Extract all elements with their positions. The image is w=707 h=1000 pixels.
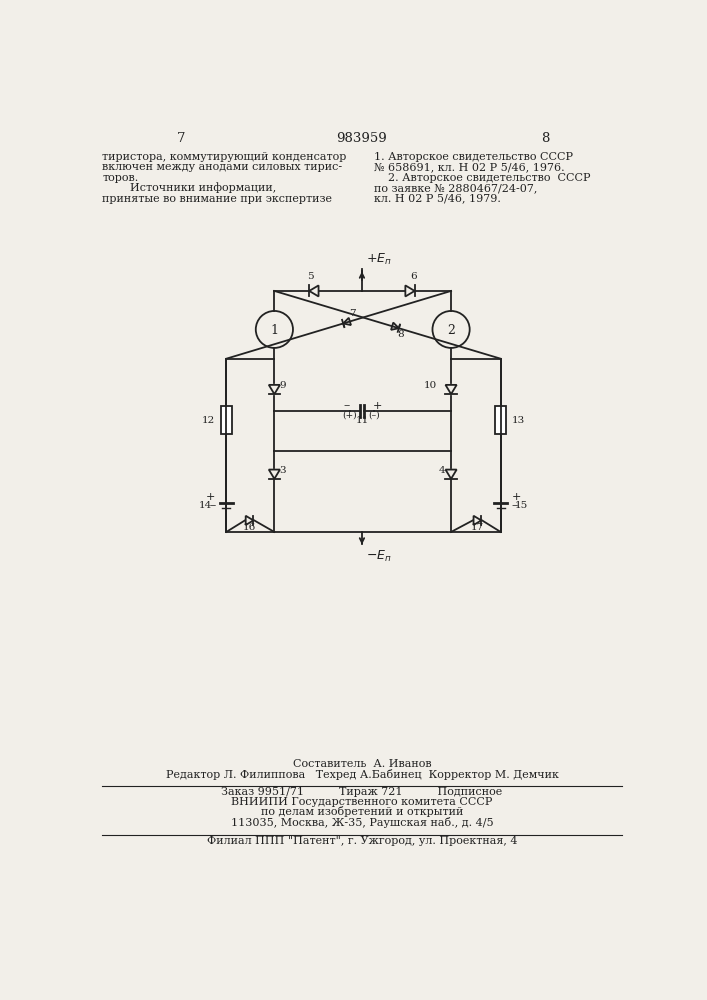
Text: $+E_{\mathit{п}}$: $+E_{\mathit{п}}$ xyxy=(366,252,392,267)
FancyBboxPatch shape xyxy=(495,406,506,434)
Text: 2. Авторское свидетельство  СССР: 2. Авторское свидетельство СССР xyxy=(373,173,590,183)
Text: тиристора, коммутирующий конденсатор: тиристора, коммутирующий конденсатор xyxy=(103,152,346,162)
Text: Источники информации,: Источники информации, xyxy=(103,182,276,193)
Text: 13: 13 xyxy=(512,416,525,425)
Text: +: + xyxy=(373,401,382,411)
Text: 113035, Москва, Ж-35, Раушская наб., д. 4/5: 113035, Москва, Ж-35, Раушская наб., д. … xyxy=(230,817,493,828)
Text: 7: 7 xyxy=(349,309,356,318)
Text: 16: 16 xyxy=(243,523,256,532)
Text: 7: 7 xyxy=(177,132,186,145)
Text: –: – xyxy=(344,399,349,412)
Text: 14: 14 xyxy=(199,500,212,510)
Text: Составитель  А. Иванов: Составитель А. Иванов xyxy=(293,759,431,769)
Text: 5: 5 xyxy=(308,272,314,281)
Text: 11: 11 xyxy=(356,416,368,425)
Text: Филиал ППП "Патент", г. Ужгород, ул. Проектная, 4: Филиал ППП "Патент", г. Ужгород, ул. Про… xyxy=(206,836,518,846)
Text: Редактор Л. Филиппова   Техред А.Бабинец  Корректор М. Демчик: Редактор Л. Филиппова Техред А.Бабинец К… xyxy=(165,769,559,780)
Text: 17: 17 xyxy=(471,523,484,532)
Text: 8: 8 xyxy=(397,330,404,339)
Text: 6: 6 xyxy=(410,272,416,281)
Text: ВНИИПИ Государственного комитета СССР: ВНИИПИ Государственного комитета СССР xyxy=(231,797,493,807)
Text: –: – xyxy=(512,500,518,513)
Text: –: – xyxy=(209,500,216,513)
Text: по делам изобретений и открытий: по делам изобретений и открытий xyxy=(261,806,463,817)
Text: по заявке № 2880467/24-07,: по заявке № 2880467/24-07, xyxy=(373,183,537,193)
Text: 10: 10 xyxy=(424,381,437,390)
Text: 983959: 983959 xyxy=(337,132,387,145)
Text: включен между анодами силовых тирис-: включен между анодами силовых тирис- xyxy=(103,162,342,172)
Text: +: + xyxy=(206,492,216,502)
Text: 12: 12 xyxy=(202,416,216,425)
Text: 2: 2 xyxy=(447,324,455,337)
Text: $-E_{\mathit{п}}$: $-E_{\mathit{п}}$ xyxy=(366,549,392,564)
Text: +: + xyxy=(512,492,521,502)
Text: № 658691, кл. Н 02 Р 5/46, 1976.: № 658691, кл. Н 02 Р 5/46, 1976. xyxy=(373,162,564,172)
Text: торов.: торов. xyxy=(103,173,139,183)
Text: 8: 8 xyxy=(542,132,550,145)
Text: 4: 4 xyxy=(438,466,445,475)
Text: принятые во внимание при экспертизе: принятые во внимание при экспертизе xyxy=(103,194,332,204)
Text: 9: 9 xyxy=(279,381,286,390)
Text: (+): (+) xyxy=(342,410,357,419)
Text: Заказ 9951/71          Тираж 721          Подписное: Заказ 9951/71 Тираж 721 Подписное xyxy=(221,787,503,797)
Text: 3: 3 xyxy=(279,466,286,475)
FancyBboxPatch shape xyxy=(221,406,232,434)
Text: кл. Н 02 Р 5/46, 1979.: кл. Н 02 Р 5/46, 1979. xyxy=(373,194,501,204)
Text: 15: 15 xyxy=(515,500,528,510)
Text: (–): (–) xyxy=(368,410,380,419)
Text: 1. Авторское свидетельство СССР: 1. Авторское свидетельство СССР xyxy=(373,152,573,162)
Text: 1: 1 xyxy=(270,324,279,337)
